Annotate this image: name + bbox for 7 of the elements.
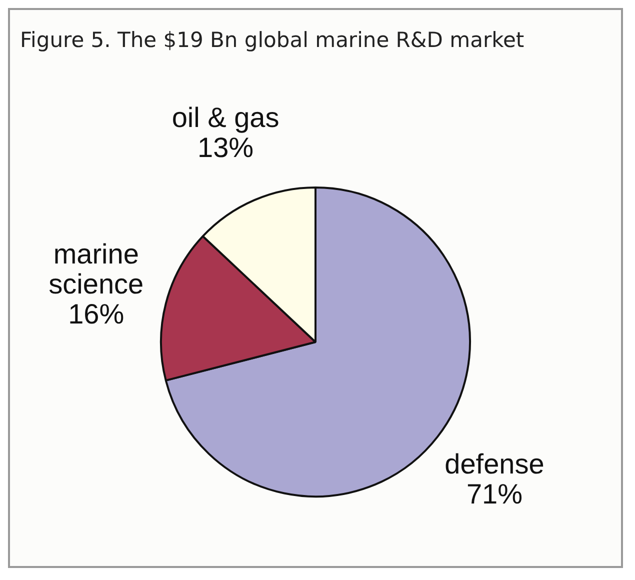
slice-label: marine science <box>48 238 144 300</box>
data-label: 16% <box>68 298 124 330</box>
chart-title: Figure 5. The $19 Bn global marine R&D market <box>19 27 526 52</box>
data-label: 71% <box>466 478 522 510</box>
slice-label: defense <box>444 448 544 480</box>
slice-label: oil & gas <box>172 102 280 133</box>
data-label: 13% <box>198 132 254 163</box>
